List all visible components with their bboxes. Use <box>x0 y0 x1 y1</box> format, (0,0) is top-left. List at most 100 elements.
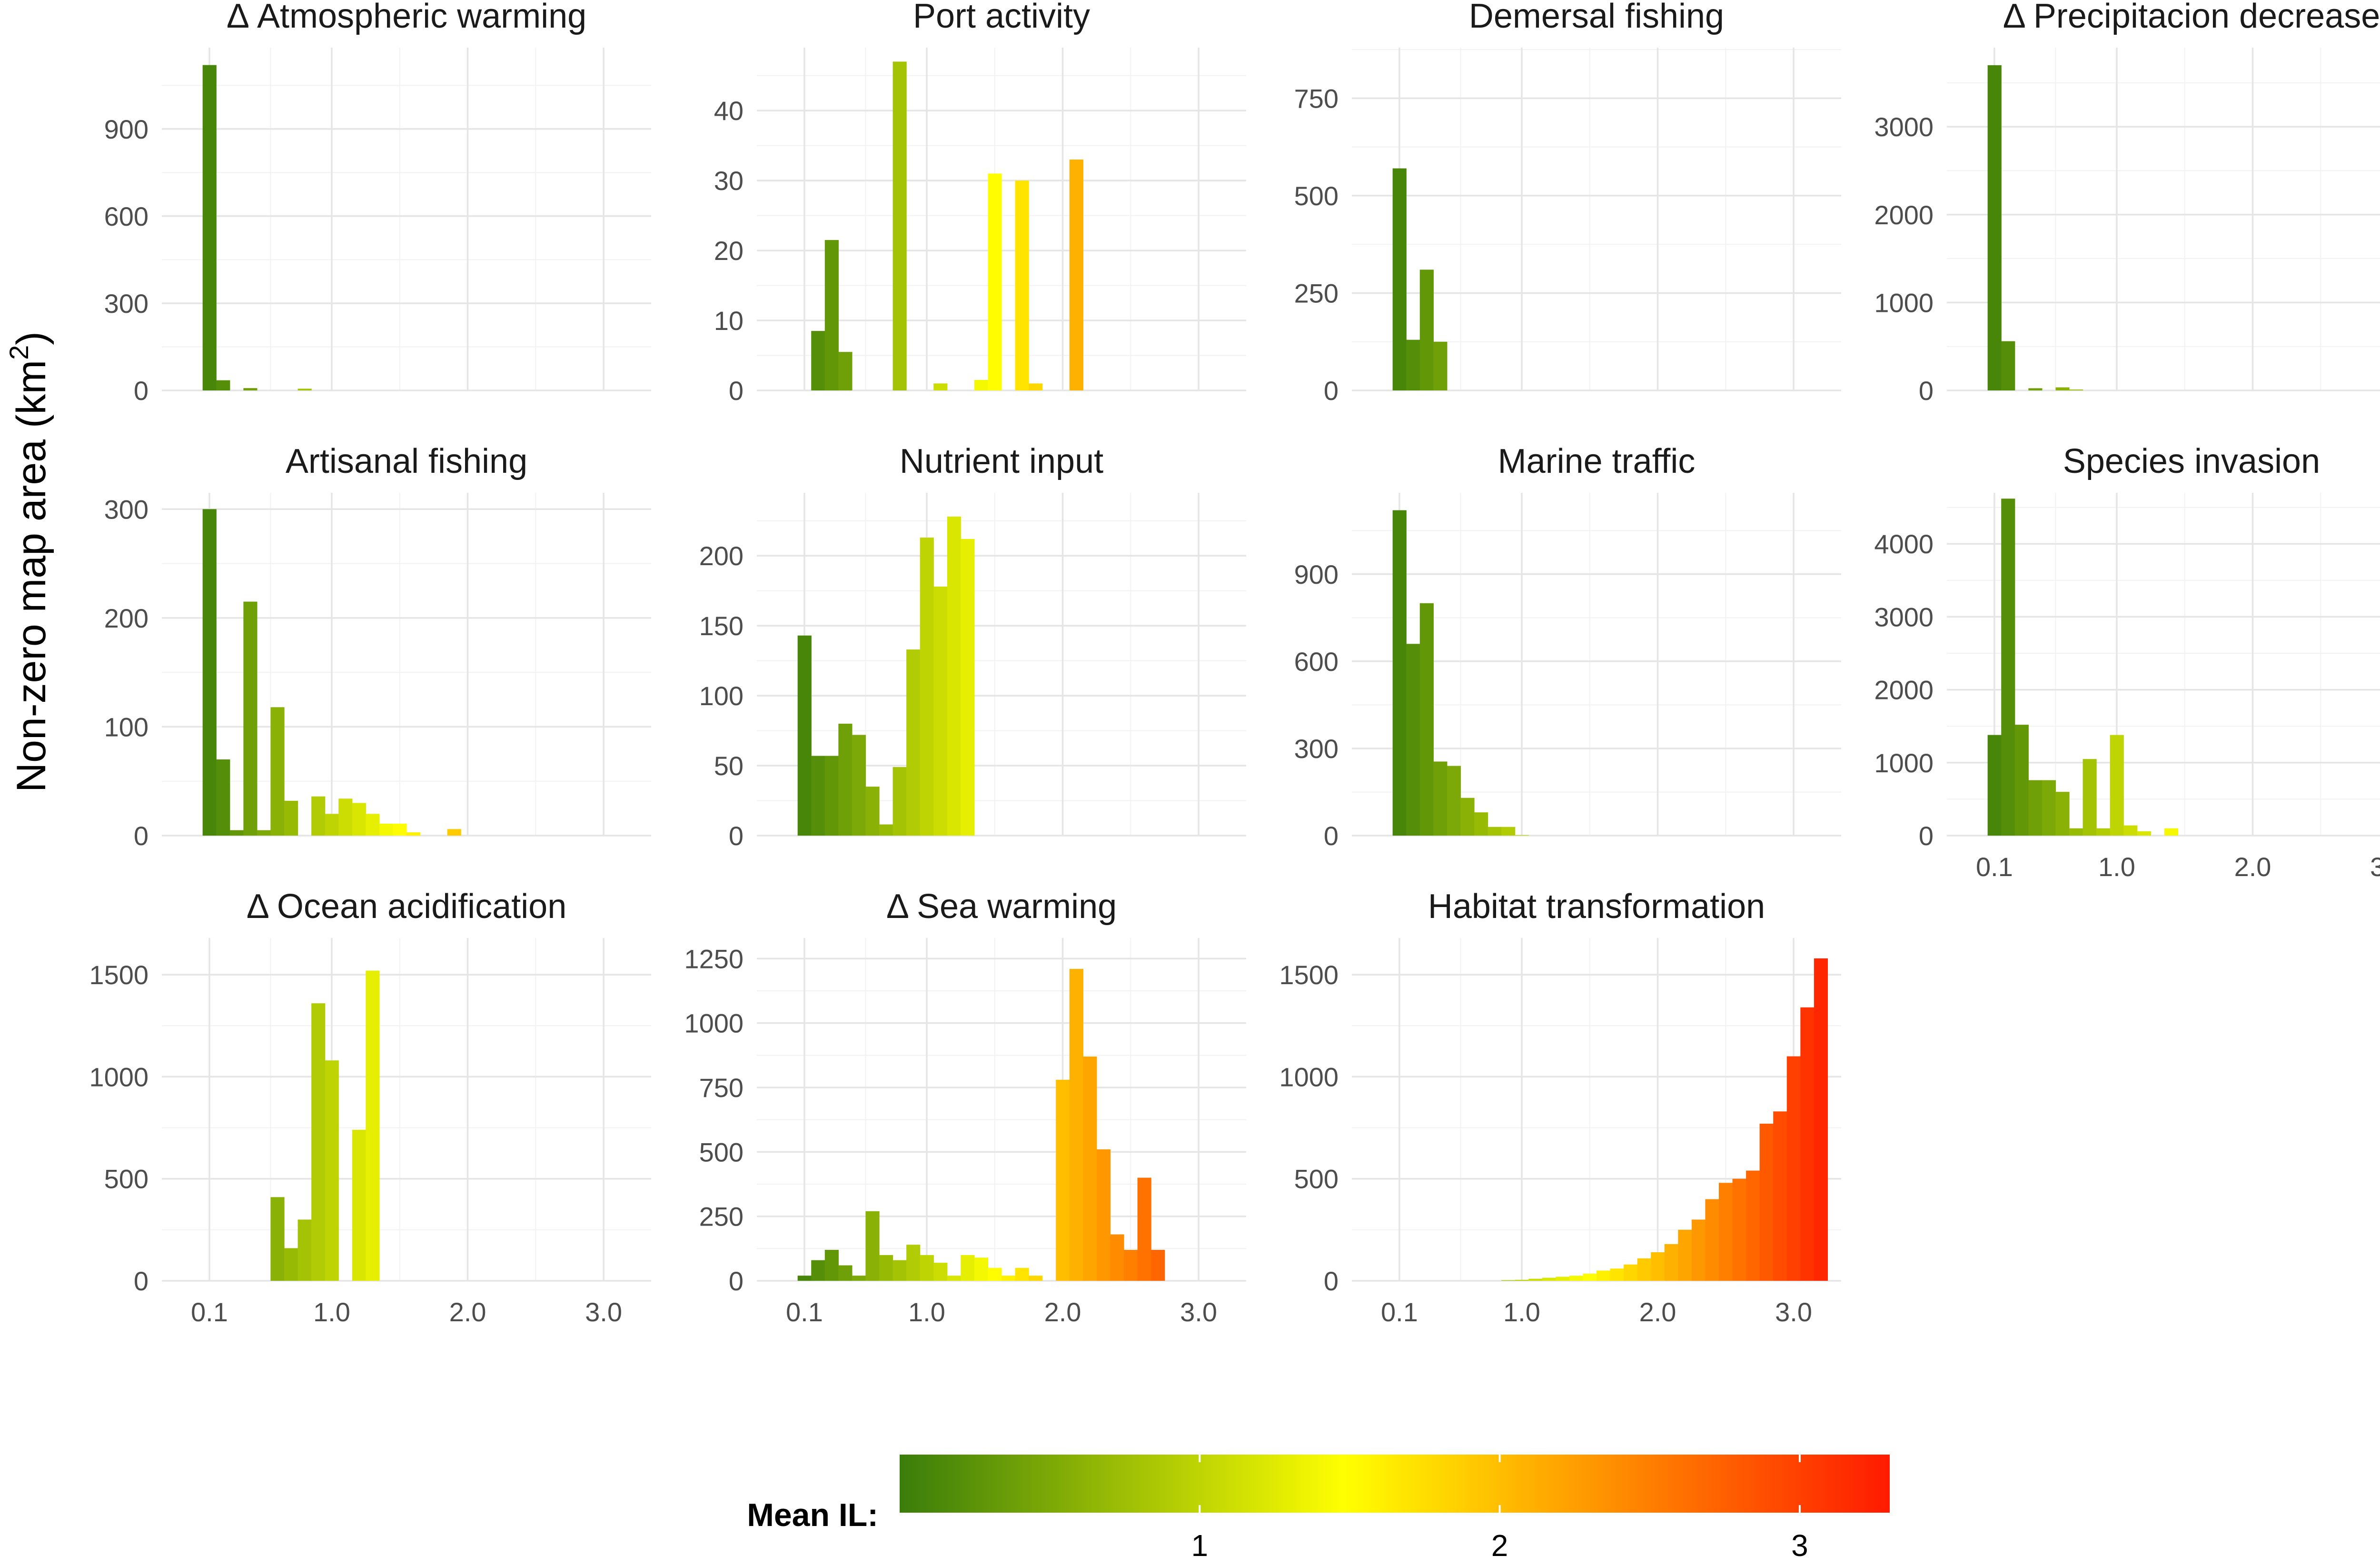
bar <box>933 383 948 390</box>
bar <box>892 1260 907 1281</box>
bar <box>216 380 230 390</box>
bar <box>838 723 853 836</box>
bar <box>2069 828 2083 836</box>
bar <box>1691 1219 1706 1281</box>
bar <box>811 756 825 836</box>
y-tick-label: 200 <box>104 603 149 633</box>
y-axis-label: Non-zero map area (km2) <box>4 331 54 792</box>
bar <box>1759 1124 1774 1281</box>
bar <box>311 1003 326 1281</box>
bar <box>2055 792 2070 836</box>
y-tick-label: 4000 <box>1874 529 1934 559</box>
bar <box>1151 1250 1165 1281</box>
bar <box>824 240 839 390</box>
bar <box>202 509 217 836</box>
y-tick-label: 1250 <box>684 944 744 974</box>
bar <box>1392 168 1407 390</box>
panel-4: Δ Precipitacion decrease 0 1000 2000 3000 <box>1874 0 2380 406</box>
bar <box>1637 1258 1651 1281</box>
bar <box>879 824 893 836</box>
bar <box>1419 269 1434 390</box>
bar <box>906 649 921 836</box>
bar <box>797 1276 812 1281</box>
bar <box>298 1219 312 1281</box>
y-tick-label: 300 <box>1294 734 1339 764</box>
bar <box>2028 388 2043 390</box>
bar <box>1773 1111 1787 1281</box>
bar <box>811 1260 825 1281</box>
y-tick-label: 0 <box>1919 821 1934 851</box>
bar <box>202 65 217 390</box>
y-tick-label: 0 <box>729 376 744 406</box>
bar <box>2055 387 2070 390</box>
panel-title: Δ Sea warming <box>886 888 1117 926</box>
bar <box>1583 1274 1597 1281</box>
panel-title: Δ Atmospheric warming <box>227 0 586 35</box>
x-tick-label: 0.1 <box>1976 852 2013 882</box>
panel-title: Port activity <box>913 0 1090 35</box>
bar <box>2001 341 2015 390</box>
y-tick-label: 900 <box>104 114 149 144</box>
y-tick-label: 0 <box>1919 376 1934 406</box>
y-tick-label: 2000 <box>1874 675 1934 705</box>
y-tick-label: 1500 <box>1279 960 1339 990</box>
legend-tick-label: 2 <box>1491 1528 1508 1563</box>
legend-tick-label: 3 <box>1791 1528 1808 1563</box>
legend-ticks: 1 2 3 <box>1191 1455 1808 1563</box>
bar <box>1015 1267 1029 1281</box>
bar <box>447 829 461 836</box>
bar <box>1406 339 1420 390</box>
bar <box>947 1276 961 1281</box>
y-tick-label: 1000 <box>684 1008 744 1038</box>
bar <box>366 814 380 836</box>
y-tick-label: 30 <box>714 166 744 196</box>
bar <box>906 1245 921 1281</box>
bar <box>2014 725 2029 836</box>
x-tick-label: 1.0 <box>2098 852 2135 882</box>
bar <box>1015 180 1029 390</box>
bar <box>1786 1056 1801 1281</box>
y-tick-label: 300 <box>104 289 149 319</box>
panel-title: Δ Precipitacion decrease <box>2003 0 2380 35</box>
bar <box>1069 968 1083 1281</box>
bar <box>1624 1264 1638 1281</box>
bar <box>2096 828 2111 836</box>
bar <box>338 798 353 836</box>
y-tick-label: 150 <box>699 611 744 641</box>
bar <box>920 538 934 836</box>
bar <box>325 814 339 836</box>
bar <box>352 803 366 836</box>
y-tick-label: 250 <box>699 1202 744 1232</box>
bar <box>284 800 298 836</box>
bar <box>1651 1252 1665 1281</box>
panel-5: Artisanal fishing 0 100 200 300 <box>104 442 651 851</box>
bar <box>988 1267 1002 1281</box>
bar <box>2082 759 2097 836</box>
bar <box>1597 1270 1611 1281</box>
bar <box>2042 780 2056 836</box>
bar <box>933 1263 948 1281</box>
y-tick-label: 1500 <box>89 960 149 990</box>
x-tick-label: 1.0 <box>1503 1297 1540 1327</box>
panel-title: Nutrient input <box>900 442 1103 480</box>
bar <box>865 1211 880 1281</box>
bar <box>1501 1280 1516 1281</box>
x-tick-label: 3.0 <box>1775 1297 1812 1327</box>
y-tick-label: 750 <box>1294 83 1339 113</box>
panel-11: Habitat transformation 0 500 1000 1500 0.1 1.0… <box>1279 888 1841 1327</box>
bar <box>216 759 230 836</box>
bar <box>947 516 961 836</box>
x-tick-label: 3.0 <box>1180 1297 1217 1327</box>
x-tick-label: 2.0 <box>1044 1297 1081 1327</box>
panel-7: Marine traffic 0 300 600 900 <box>1294 442 1841 851</box>
bar <box>1515 1279 1529 1281</box>
y-tick-label: 50 <box>714 751 744 781</box>
bar <box>2110 735 2124 836</box>
panel-2: Port activity 0 10 20 30 40 <box>714 0 1246 406</box>
bar <box>229 830 244 836</box>
bar <box>1515 835 1529 836</box>
bar <box>1719 1183 1733 1281</box>
y-tick-label: 0 <box>134 376 149 406</box>
bar <box>933 586 948 836</box>
bar <box>838 1265 853 1281</box>
